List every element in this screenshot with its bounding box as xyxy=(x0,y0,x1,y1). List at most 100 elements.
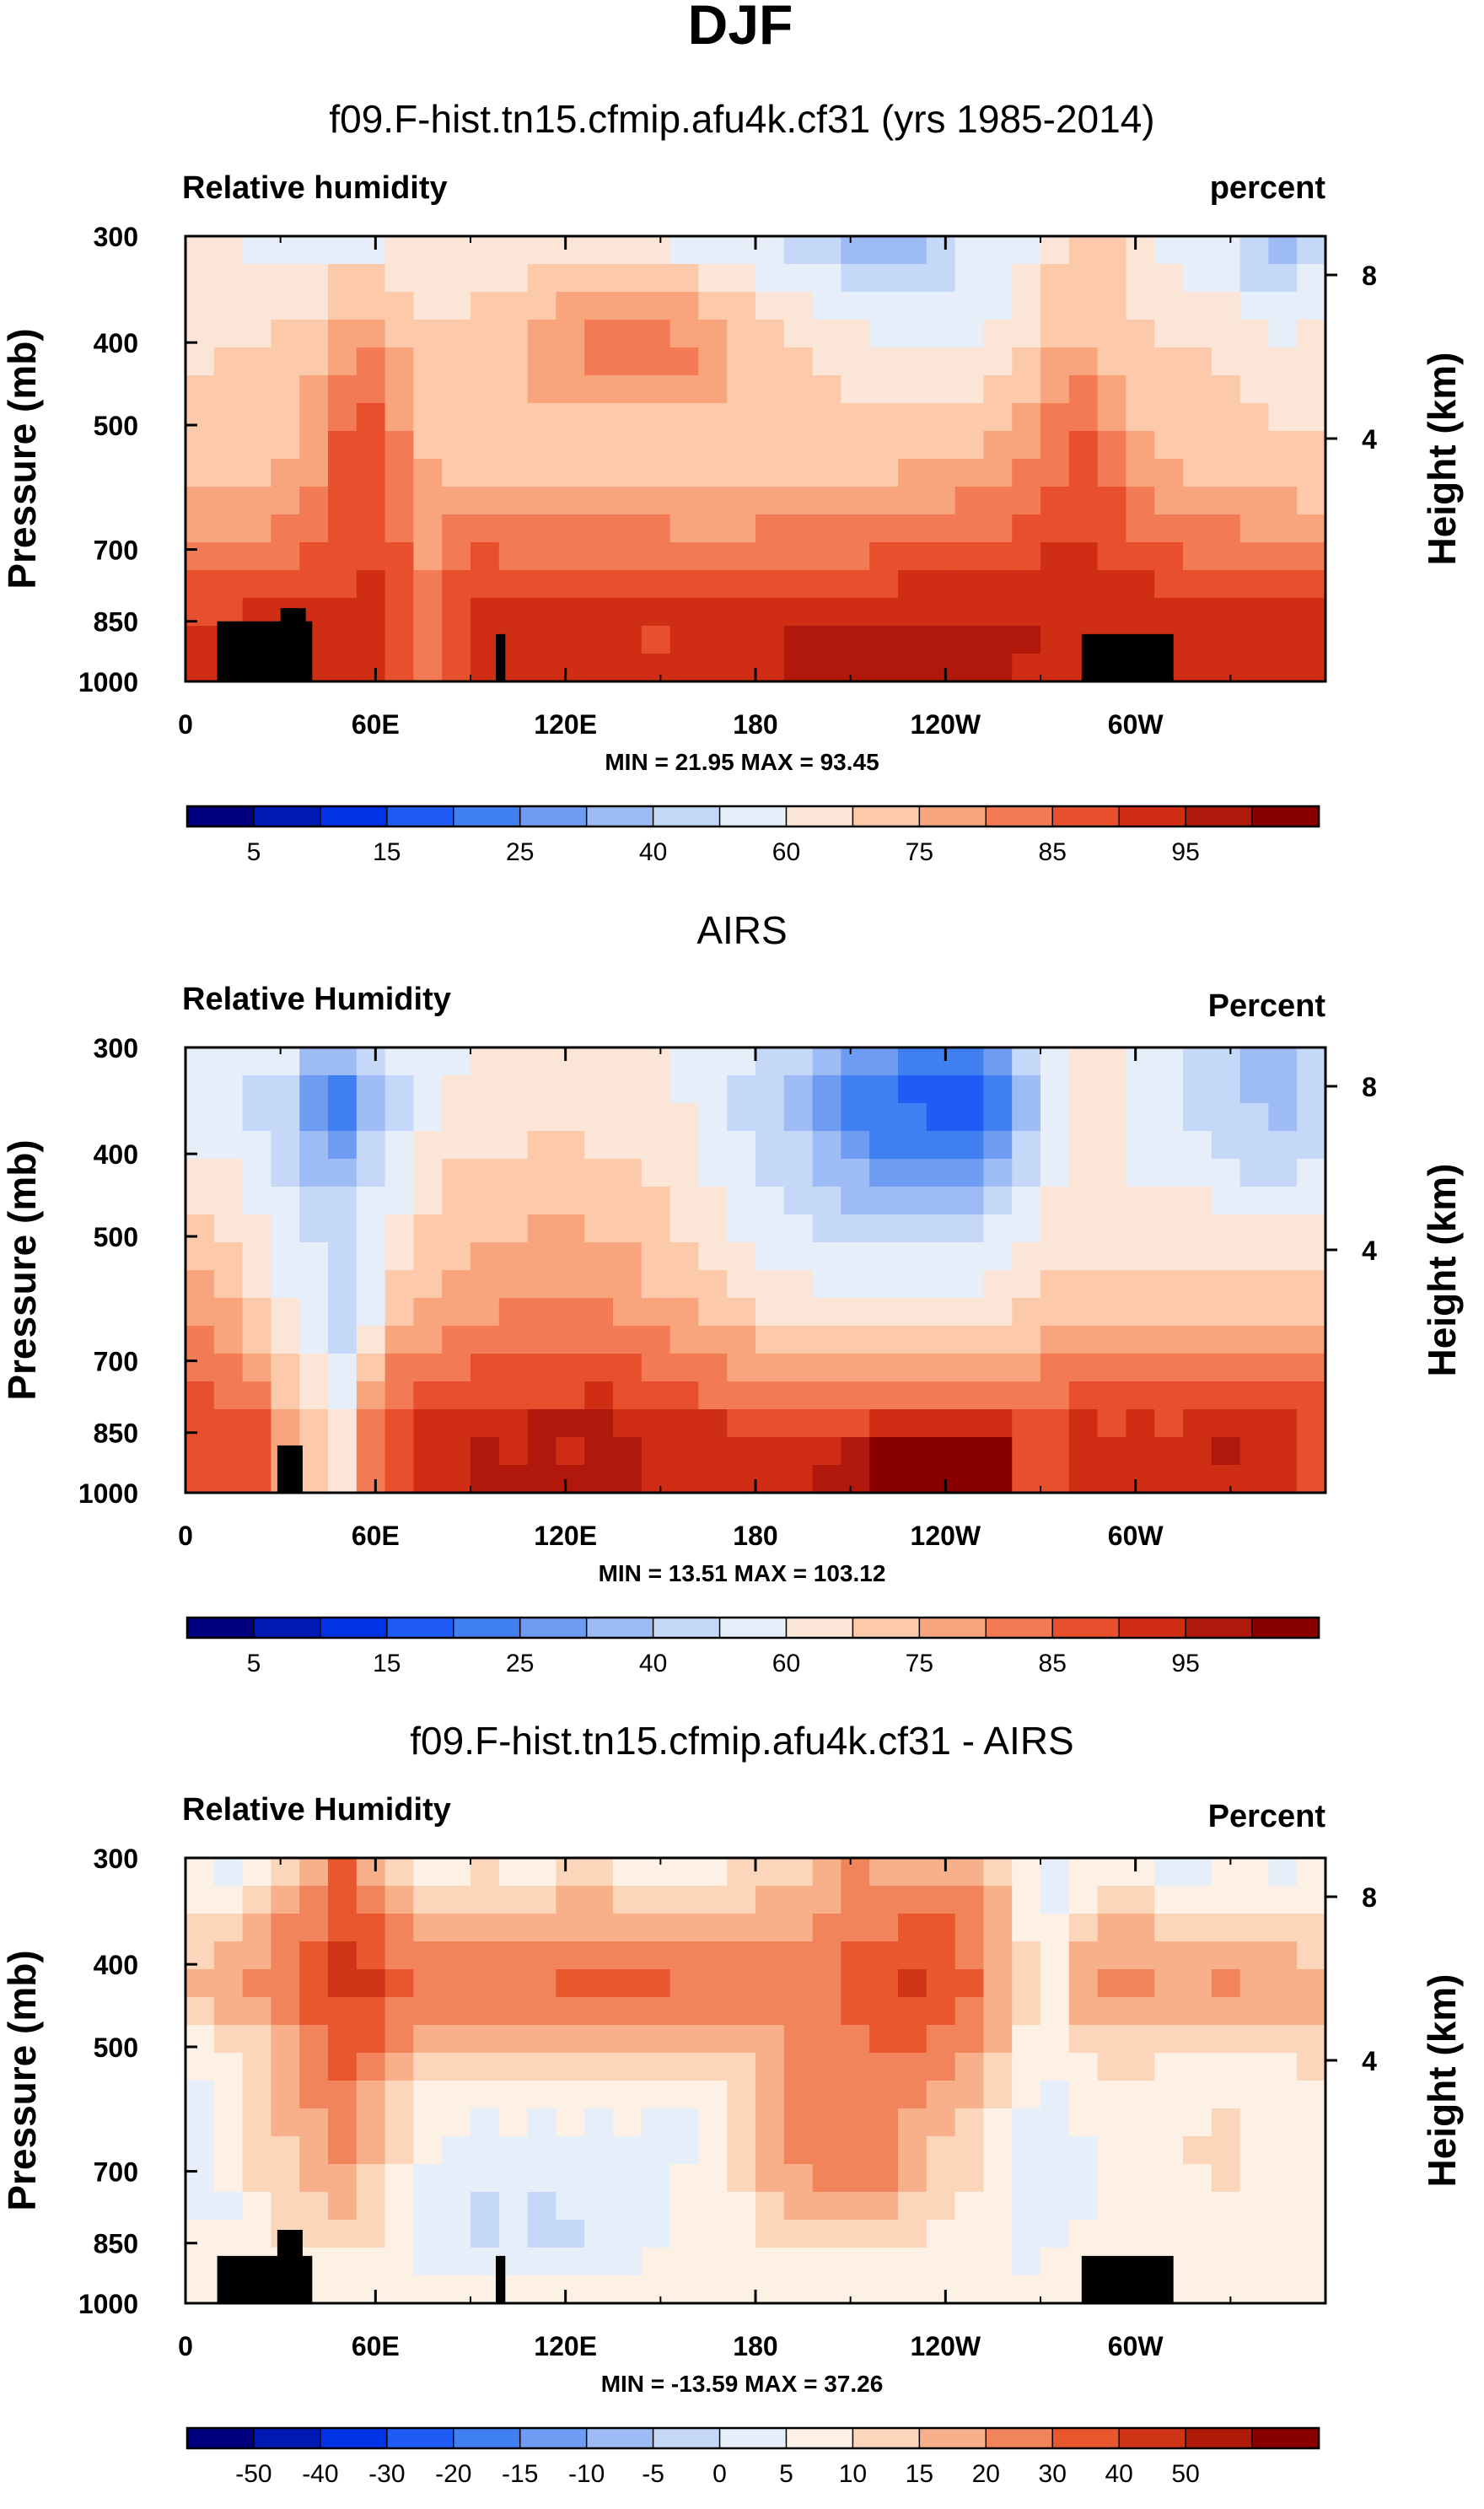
contour-cell xyxy=(1239,1409,1269,1438)
contour-cell xyxy=(186,487,215,515)
contour-cell xyxy=(869,2220,899,2248)
contour-cell xyxy=(1040,2025,1070,2054)
contour-cell xyxy=(242,431,272,460)
contour-cell xyxy=(983,1914,1013,1942)
contour-cell xyxy=(898,654,928,682)
contour-cell xyxy=(812,292,841,320)
contour-cell xyxy=(527,514,556,543)
contour-cell xyxy=(1268,487,1298,515)
contour-cell xyxy=(954,1941,984,1970)
colorbar-swatch xyxy=(519,805,588,827)
contour-cell xyxy=(1068,1465,1099,1494)
contour-cell xyxy=(556,236,585,265)
contour-cell xyxy=(498,1465,529,1494)
contour-cell xyxy=(1297,1997,1326,2026)
contour-cell xyxy=(498,1997,529,2026)
contour-cell xyxy=(755,514,785,543)
contour-cell xyxy=(556,1914,585,1942)
contour-cell xyxy=(613,292,643,320)
contour-cell xyxy=(926,2192,956,2221)
contour-cell xyxy=(413,292,443,320)
contour-cell xyxy=(1012,431,1041,460)
contour-cell xyxy=(413,1075,443,1104)
contour-cell xyxy=(442,1298,471,1327)
contour-cell xyxy=(584,1298,614,1327)
contour-cell xyxy=(983,1858,1013,1887)
contour-cell xyxy=(812,1914,841,1942)
contour-cell xyxy=(527,598,556,627)
contour-cell xyxy=(498,1354,529,1382)
contour-cell xyxy=(556,264,585,293)
contour-cell xyxy=(186,292,215,320)
contour-cell xyxy=(1154,375,1184,404)
contour-cell xyxy=(1268,236,1298,265)
contour-cell xyxy=(213,1465,244,1494)
contour-cell xyxy=(1126,1075,1155,1104)
contour-cell xyxy=(328,654,358,682)
contour-cell xyxy=(669,2081,699,2109)
contour-cell xyxy=(1183,1214,1212,1243)
contour-cell xyxy=(954,292,984,320)
contour-cell xyxy=(954,1381,984,1410)
contour-cell xyxy=(442,403,471,432)
contour-cell xyxy=(242,514,272,543)
contour-cell xyxy=(898,598,928,627)
colorbar-swatch xyxy=(1118,1617,1187,1639)
contour-cell xyxy=(954,1437,984,1466)
contour-cell xyxy=(442,1409,471,1438)
contour-cell xyxy=(869,2136,899,2165)
colorbar-label: -50 xyxy=(235,2460,272,2488)
contour-cell xyxy=(328,598,358,627)
contour-cell xyxy=(1126,320,1155,348)
contour-cell xyxy=(584,1214,614,1243)
contour-cell xyxy=(413,1914,443,1942)
contour-cell xyxy=(669,487,699,515)
contour-cell xyxy=(926,2025,956,2054)
contour-cell xyxy=(1268,1409,1298,1438)
contour-cell xyxy=(1040,1969,1070,1998)
contour-cell xyxy=(641,1381,671,1410)
contour-cell xyxy=(1297,2081,1326,2109)
contour-cell xyxy=(1268,2164,1298,2193)
contour-cell xyxy=(556,1381,585,1410)
panel-1: f09.F-hist.tn15.cfmip.afu4k.cf31 (yrs 19… xyxy=(0,97,1464,866)
contour-cell xyxy=(1126,403,1155,432)
contour-cell xyxy=(1068,1187,1099,1215)
contour-cell xyxy=(1268,1047,1298,1076)
contour-cell xyxy=(498,236,529,265)
contour-cell xyxy=(641,1242,671,1271)
contour-cell xyxy=(1183,403,1212,432)
contour-cell xyxy=(213,2192,244,2221)
contour-cell xyxy=(698,1997,728,2026)
units-label: Percent xyxy=(1208,988,1326,1024)
contour-cell xyxy=(1183,431,1212,460)
contour-cell xyxy=(1040,375,1070,404)
contour-cell xyxy=(242,2025,272,2054)
contour-cell xyxy=(356,626,386,654)
contour-cell xyxy=(1211,2164,1241,2193)
contour-cell xyxy=(356,1298,386,1327)
contour-cell xyxy=(812,2025,841,2054)
contour-cell xyxy=(1126,2081,1155,2109)
contour-cell xyxy=(926,1298,956,1327)
contour-cell xyxy=(442,626,471,654)
contour-cell xyxy=(356,1214,386,1243)
contour-cell xyxy=(413,570,443,599)
contour-cell xyxy=(755,2220,785,2248)
contour-cell xyxy=(1097,236,1126,265)
contour-cell xyxy=(1239,2220,1269,2248)
contour-cell xyxy=(983,1997,1013,2026)
colorbar-label: 60 xyxy=(772,838,800,866)
contour-cell xyxy=(698,1047,728,1076)
contour-cell xyxy=(812,2136,841,2165)
contour-cell xyxy=(1126,1465,1155,1494)
contour-cell xyxy=(213,2081,244,2109)
contour-cell xyxy=(613,1354,643,1382)
contour-cell xyxy=(584,1187,614,1215)
contour-cell xyxy=(698,1886,728,1914)
contour-cell xyxy=(442,2248,471,2276)
contour-cell xyxy=(698,459,728,487)
contour-cell xyxy=(698,1354,728,1382)
contour-cell xyxy=(727,1214,756,1243)
contour-cell xyxy=(1126,1941,1155,1970)
